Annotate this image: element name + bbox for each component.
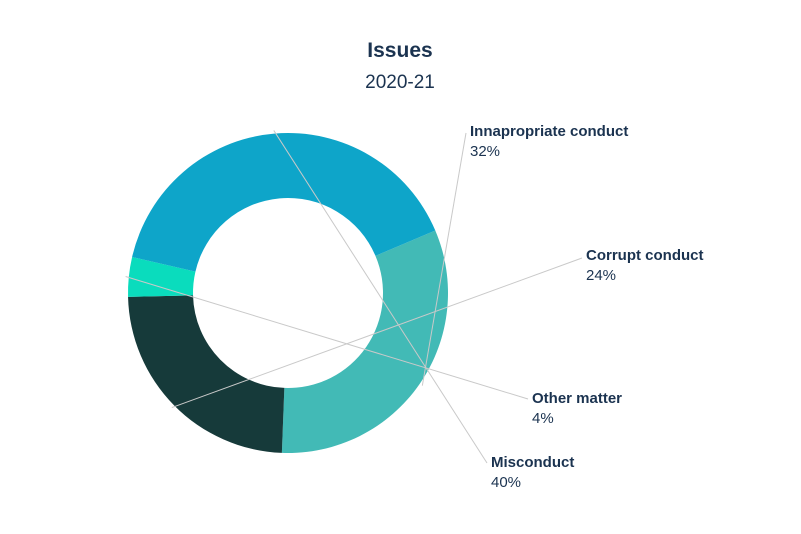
slice-value-label: 40% — [491, 474, 521, 491]
slice-label: Innapropriate conduct — [470, 123, 628, 140]
slice-label: Corrupt conduct — [586, 247, 704, 264]
chart-subtitle: 2020-21 — [365, 72, 435, 93]
slice-value-label: 24% — [586, 267, 616, 284]
leader-line — [125, 276, 529, 400]
slice-misconduct — [132, 133, 436, 272]
slice-labels: Innapropriate conduct 32% Corrupt conduct 2… — [470, 123, 704, 491]
leader-line — [273, 130, 488, 464]
donut-slices — [128, 133, 448, 454]
leader-line — [171, 257, 583, 409]
slice-value-label: 32% — [470, 143, 500, 160]
slice-corrupt-conduct — [128, 295, 285, 453]
slice-other-matter — [128, 257, 196, 297]
slice-label: Misconduct — [491, 454, 574, 471]
leader-line — [421, 132, 467, 386]
slice-innapropriate-conduct — [281, 230, 448, 454]
slice-label: Other matter — [532, 390, 622, 407]
chart-title: Issues — [367, 39, 432, 62]
leader-lines — [125, 130, 583, 464]
slice-value-label: 4% — [532, 410, 554, 427]
